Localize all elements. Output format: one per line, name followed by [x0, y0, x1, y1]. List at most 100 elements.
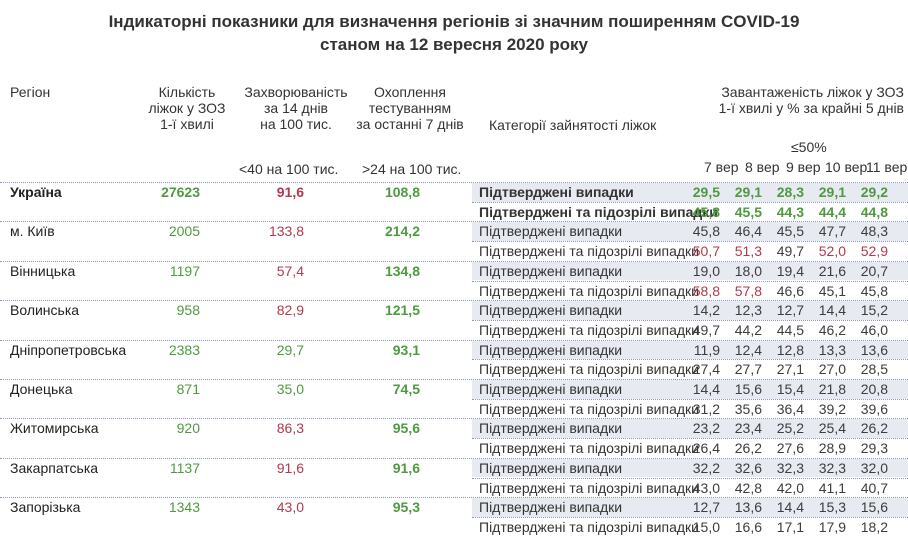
beds-value: 1343 — [168, 499, 200, 516]
region-name: Донецька — [10, 381, 73, 397]
occupancy-confirmed-day-5: 13,6 — [860, 341, 888, 358]
occupancy-confirmed-day-2: 13,6 — [734, 499, 762, 516]
testing-threshold: >24 на 100 тис. — [362, 161, 462, 177]
day-header-2: 8 вер — [745, 159, 780, 175]
testing-value: 108,8 — [384, 184, 420, 200]
region-name: Вінницька — [10, 262, 76, 279]
row-band — [472, 458, 908, 478]
row-divider — [0, 221, 908, 223]
occupancy-suspected-day-1: 27,4 — [692, 361, 720, 378]
row-band — [472, 340, 908, 360]
row-band — [472, 380, 908, 399]
region-name: Житомирська — [10, 420, 99, 437]
day-header-1: 7 вер — [704, 159, 739, 175]
region-name: Україна — [10, 184, 62, 200]
category-confirmed: Підтверджені випадки — [479, 381, 623, 397]
occupancy-suspected-day-5: 39,6 — [860, 400, 888, 417]
category-confirmed: Підтверджені випадки — [479, 223, 623, 240]
category-confirmed-suspected: Підтверджені та підозрілі випадки — [479, 400, 699, 417]
incidence-value: 57,4 — [276, 262, 304, 279]
occupancy-suspected-day-3: 46,6 — [776, 282, 804, 299]
occupancy-suspected-day-4: 46,2 — [818, 321, 846, 338]
header-beds: Кількість ліжок у ЗОЗ 1-ї хвилі — [148, 84, 226, 132]
category-confirmed-suspected: Підтверджені та підозрілі випадки — [479, 440, 699, 457]
occupancy-confirmed-day-4: 21,8 — [818, 381, 846, 397]
occupancy-confirmed-day-5: 15,6 — [860, 499, 888, 516]
occupancy-suspected-day-2: 35,6 — [734, 400, 762, 417]
header-testing: Охоплення тестуванням за останні 7 днів — [356, 84, 464, 132]
category-confirmed: Підтверджені випадки — [479, 499, 623, 516]
testing-value: 134,8 — [384, 262, 420, 279]
occupancy-suspected-day-3: 17,1 — [776, 518, 804, 535]
row-divider — [472, 241, 908, 243]
page-title: Індикаторні показники для визначення рег… — [0, 10, 908, 56]
beds-value: 1137 — [169, 459, 200, 476]
beds-value: 2005 — [168, 223, 200, 240]
occupancy-suspected-day-3: 44,5 — [776, 321, 804, 338]
row-divider — [0, 457, 908, 459]
testing-value: 95,3 — [392, 499, 420, 516]
occupancy-suspected-day-1: 31,2 — [692, 400, 720, 417]
row-divider — [0, 497, 908, 499]
occupancy-confirmed-day-2: 12,4 — [734, 341, 762, 358]
occupancy-suspected-day-3: 42,0 — [776, 479, 804, 496]
occupancy-confirmed-day-3: 32,3 — [776, 459, 804, 476]
row-band — [472, 183, 908, 202]
incidence-value: 43,0 — [276, 499, 304, 516]
incidence-value: 86,3 — [276, 420, 304, 437]
occupancy-confirmed-day-5: 20,8 — [860, 381, 888, 397]
incidence-value: 35,0 — [276, 381, 304, 397]
occupancy-confirmed-day-1: 23,2 — [692, 420, 720, 437]
day-header-3: 9 вер — [786, 159, 821, 175]
occupancy-suspected-day-4: 52,0 — [818, 243, 846, 260]
testing-value: 95,6 — [392, 420, 420, 437]
occupancy-confirmed-day-2: 18,0 — [734, 262, 762, 279]
occupancy-suspected-day-1: 58,8 — [692, 282, 720, 299]
beds-value: 920 — [176, 420, 200, 437]
testing-value: 93,1 — [392, 341, 420, 358]
row-band — [472, 498, 908, 517]
occupancy-suspected-day-2: 44,2 — [734, 321, 762, 338]
row-divider — [0, 182, 908, 183]
occupancy-threshold: ≤50% — [791, 139, 827, 155]
occupancy-suspected-day-2: 45,5 — [734, 203, 762, 220]
occupancy-suspected-day-5: 45,8 — [860, 282, 888, 299]
incidence-threshold: <40 на 100 тис. — [239, 161, 339, 177]
occupancy-suspected-day-3: 49,7 — [776, 243, 804, 260]
occupancy-confirmed-day-1: 14,2 — [692, 302, 720, 319]
region-name: Закарпатська — [10, 459, 99, 476]
occupancy-confirmed-day-3: 15,4 — [776, 381, 804, 397]
occupancy-suspected-day-4: 44,4 — [818, 203, 846, 220]
category-confirmed-suspected: Підтверджені та підозрілі випадки — [479, 361, 699, 378]
row-band — [472, 261, 908, 281]
beds-value: 958 — [176, 302, 200, 319]
occupancy-suspected-day-2: 27,7 — [734, 361, 762, 378]
occupancy-suspected-day-4: 27,0 — [818, 361, 846, 378]
title-line-2: станом на 12 вересня 2020 року — [320, 35, 588, 54]
occupancy-suspected-day-1: 43,0 — [692, 479, 720, 496]
occupancy-suspected-day-1: 50,7 — [692, 243, 720, 260]
occupancy-suspected-day-1: 15,0 — [692, 518, 720, 535]
occupancy-confirmed-day-2: 15,6 — [734, 381, 762, 397]
row-divider — [472, 477, 908, 479]
occupancy-confirmed-day-5: 48,3 — [860, 223, 888, 240]
occupancy-suspected-day-4: 41,1 — [818, 479, 846, 496]
category-confirmed-suspected: Підтверджені та підозрілі випадки — [479, 282, 699, 299]
category-confirmed-suspected: Підтверджені та підозрілі випадки — [479, 479, 699, 496]
title-line-1: Індикаторні показники для визначення рег… — [108, 12, 800, 31]
occupancy-suspected-day-5: 40,7 — [860, 479, 888, 496]
category-confirmed-suspected: Підтверджені та підозрілі випадки — [479, 518, 699, 535]
testing-value: 74,5 — [392, 381, 420, 397]
occupancy-suspected-day-2: 42,8 — [734, 479, 762, 496]
occupancy-suspected-day-5: 18,2 — [860, 518, 888, 535]
incidence-value: 91,6 — [276, 459, 304, 476]
beds-value: 2383 — [168, 341, 200, 358]
day-header-4: 10 вер — [825, 159, 868, 175]
occupancy-confirmed-day-2: 32,6 — [734, 459, 762, 476]
row-divider — [472, 438, 908, 440]
row-divider — [0, 260, 908, 262]
row-divider — [472, 516, 908, 518]
occupancy-confirmed-day-1: 14,4 — [692, 381, 720, 397]
region-name: Волинська — [10, 302, 80, 319]
row-divider — [472, 280, 908, 282]
